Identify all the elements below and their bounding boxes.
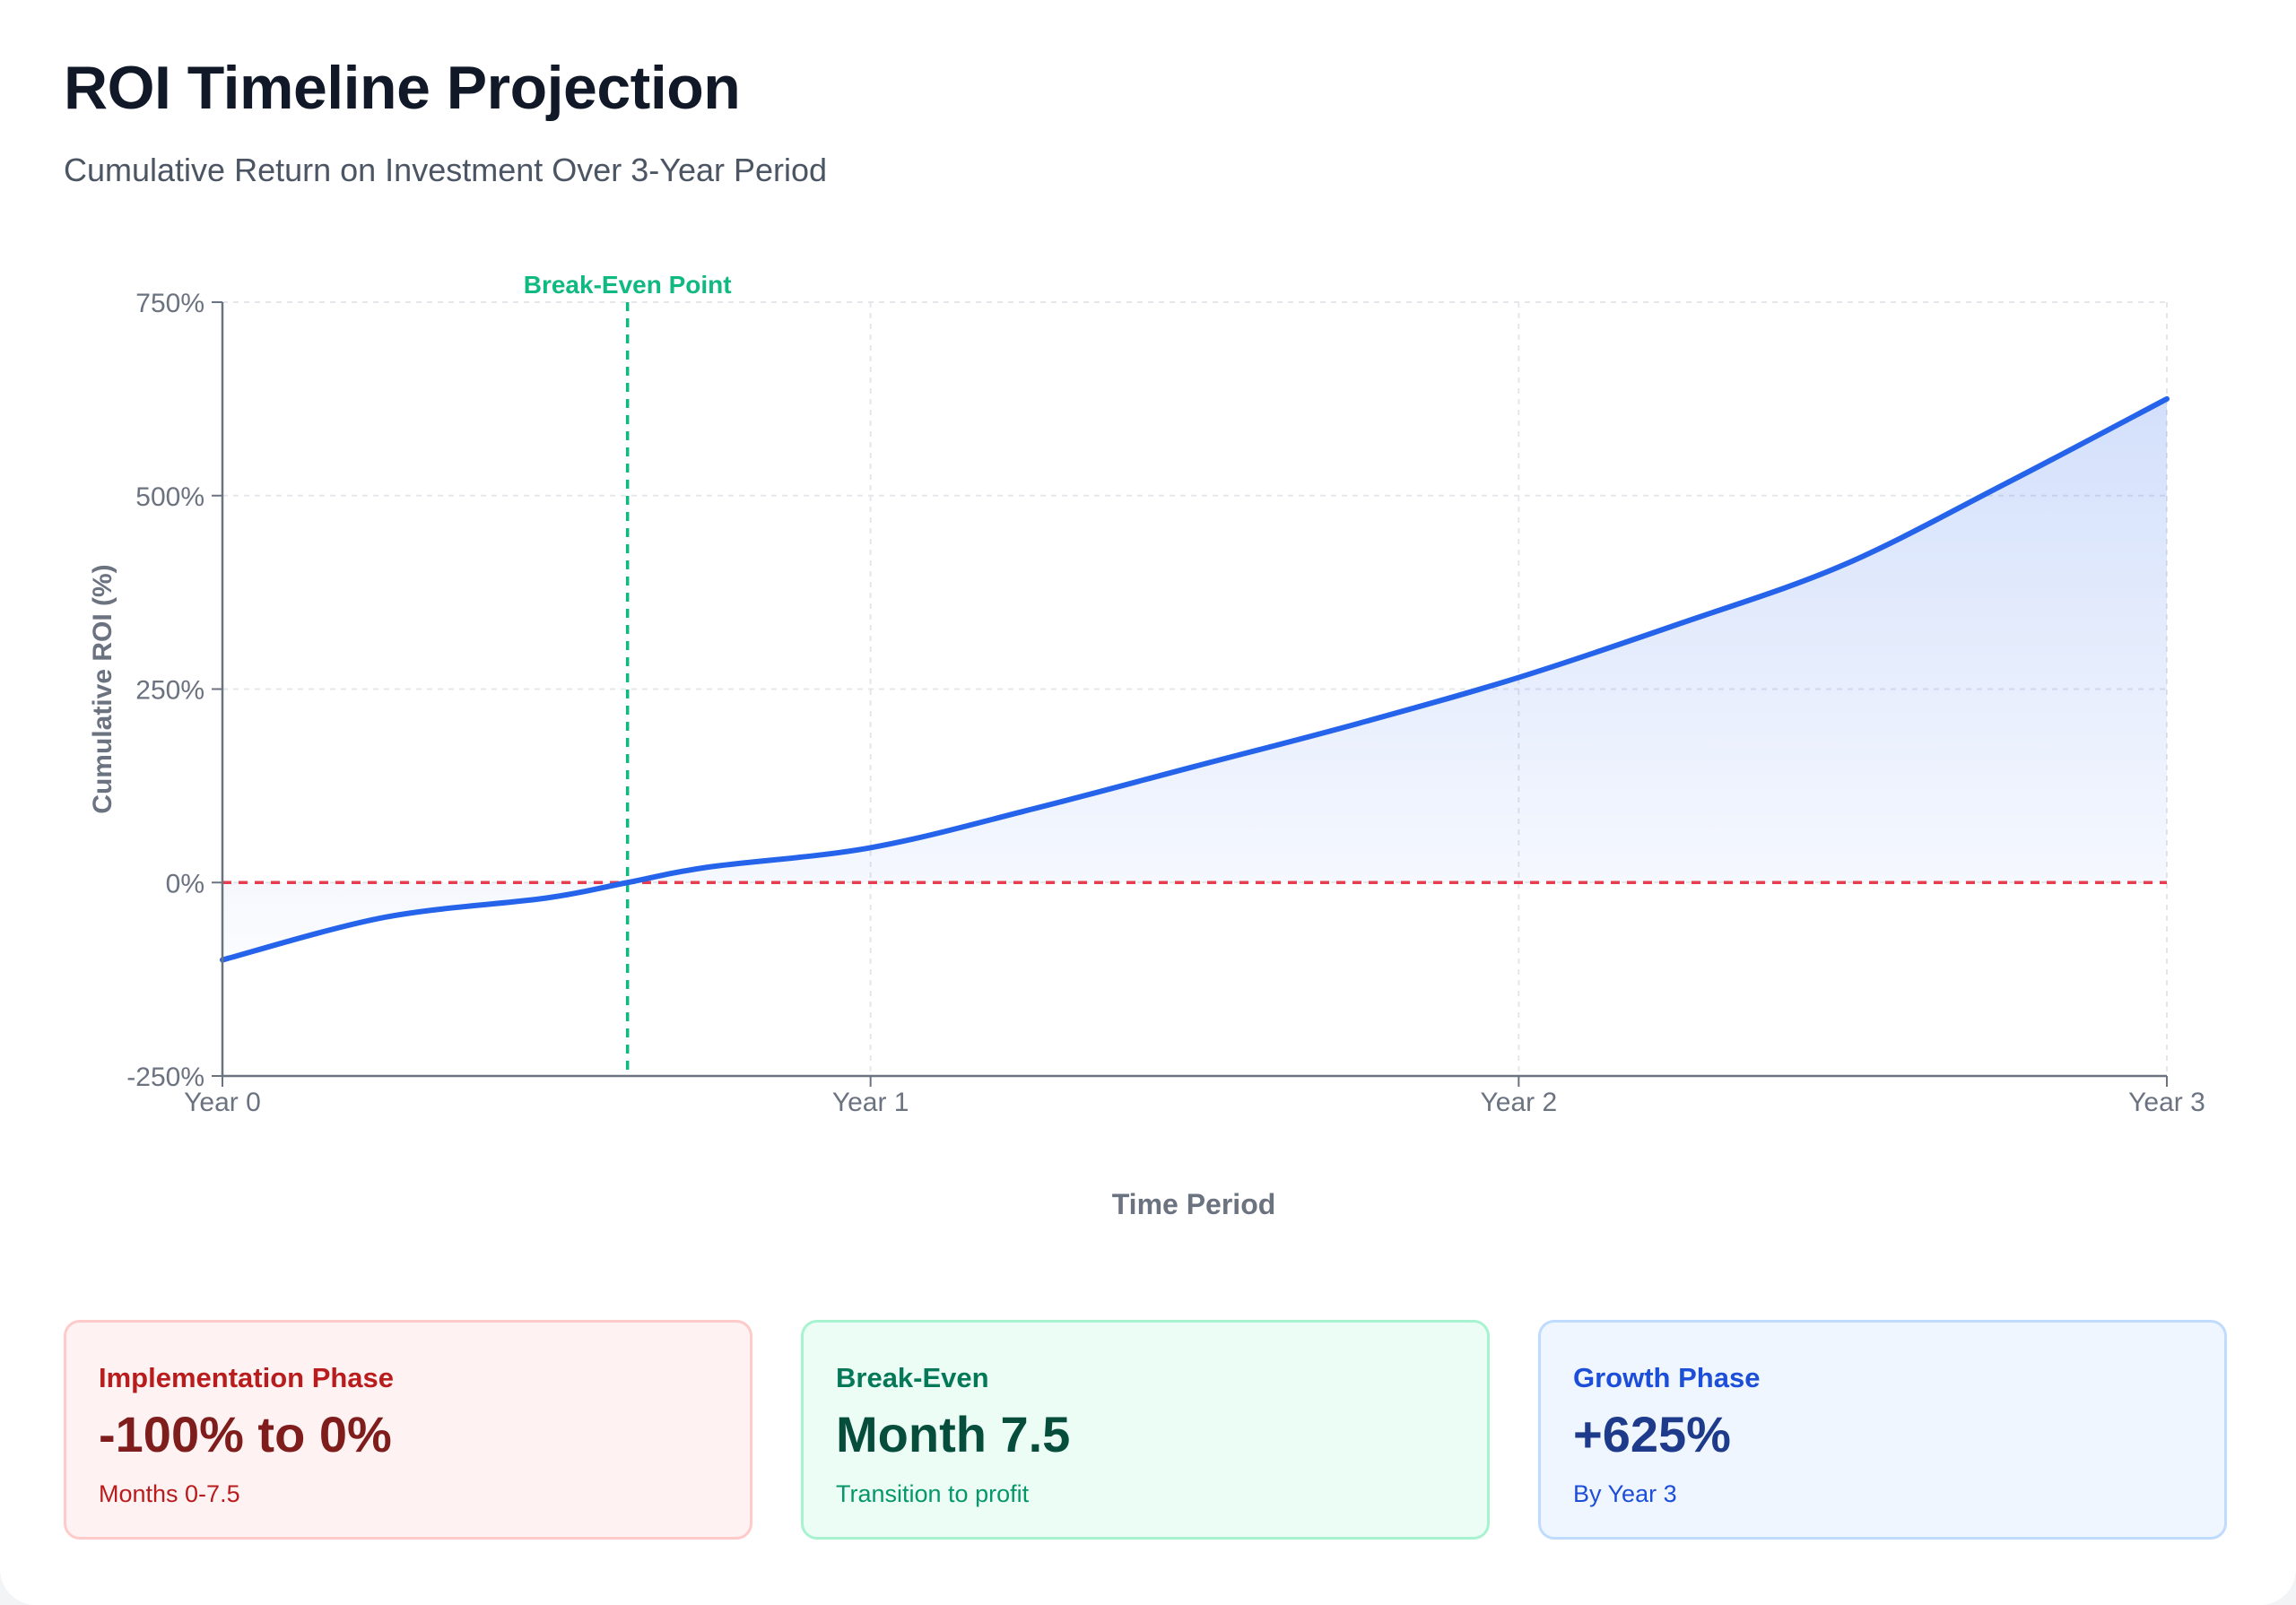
area-layer — [222, 398, 2167, 960]
axes — [212, 301, 2168, 1087]
x-tick-label: Year 3 — [2128, 1088, 2205, 1117]
x-tick-label: Year 0 — [184, 1088, 261, 1117]
stat-value: -100% to 0% — [99, 1406, 392, 1462]
reference-lines: Break-Even Point — [222, 271, 2167, 1076]
x-axis-title: Time Period — [1112, 1188, 1276, 1220]
y-axis-title: Cumulative ROI (%) — [88, 564, 117, 813]
y-tick-label: 250% — [135, 676, 204, 706]
implementation-phase-card: Implementation Phase -100% to 0% Months … — [64, 1320, 752, 1540]
series-layer — [220, 395, 2170, 963]
y-tick-label: 500% — [135, 482, 204, 512]
roi-line — [220, 395, 2170, 963]
roi-chart: Break-Even Point 750%500%250%0%-250%Year… — [88, 271, 2205, 1220]
tick-labels: 750% 500% 250% 0% -250%Year 0 Year 1 Year 2 Yea… — [126, 289, 2205, 1117]
break-even-card: Break-Even Month 7.5 Transition to profi… — [801, 1320, 1490, 1540]
summary-cards: Implementation Phase -100% to 0% Months … — [64, 1320, 2227, 1540]
stat-label: Implementation Phase — [99, 1362, 395, 1393]
stat-label: Growth Phase — [1573, 1362, 1761, 1393]
y-tick-label: 0% — [166, 869, 204, 898]
stat-note: Transition to profit — [836, 1480, 1030, 1507]
stat-note: Months 0-7.5 — [99, 1480, 240, 1507]
x-tick-label: Year 2 — [1481, 1088, 1558, 1117]
y-tick-label: -250% — [126, 1063, 204, 1092]
y-tick-label: 750% — [135, 289, 204, 318]
page-title: ROI Timeline Projection — [64, 54, 741, 122]
stat-value: Month 7.5 — [836, 1406, 1071, 1462]
growth-phase-card: Growth Phase +625% By Year 3 — [1538, 1320, 2227, 1540]
stat-note: By Year 3 — [1573, 1480, 1677, 1507]
stat-label: Break-Even — [836, 1362, 989, 1393]
roi-area-fill — [222, 398, 2167, 960]
x-tick-label: Year 1 — [832, 1088, 909, 1117]
break-even-label: Break-Even Point — [524, 271, 732, 299]
page-subtitle: Cumulative Return on Investment Over 3-Y… — [64, 152, 828, 188]
stat-value: +625% — [1573, 1406, 1731, 1462]
